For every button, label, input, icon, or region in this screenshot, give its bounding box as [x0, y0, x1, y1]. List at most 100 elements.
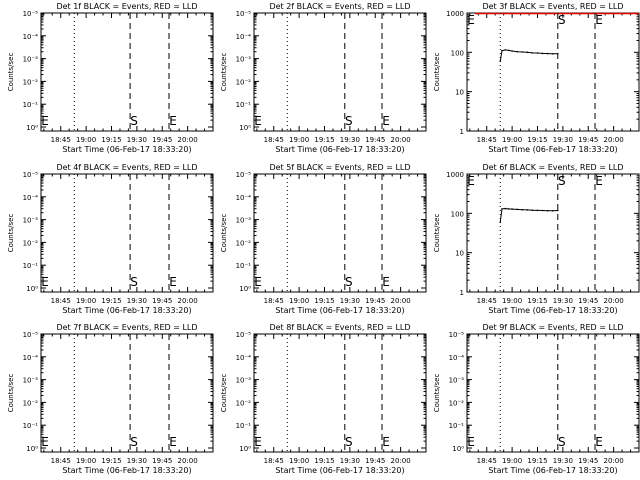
- plot-frame: [253, 12, 427, 132]
- x-tick-label: 19:30: [340, 297, 360, 305]
- y-tick-label: 10⁻¹: [236, 262, 252, 270]
- x-tick-label: 19:30: [553, 136, 573, 144]
- y-tick-label: 10⁻⁴: [236, 194, 252, 202]
- marker-label-e: E: [382, 435, 390, 449]
- x-tick-label: 18:45: [51, 457, 71, 465]
- y-axis-label: Counts/sec: [433, 374, 441, 413]
- chart-title: Det 6f BLACK = Events, RED = LLD: [482, 163, 623, 172]
- x-axis-label: Start Time (06-Feb-17 18:33:20): [488, 306, 617, 315]
- plot-frame: [466, 173, 640, 293]
- event-data-point: [504, 49, 507, 51]
- y-tick-label: 10⁻³: [236, 377, 252, 385]
- marker-label-e: E: [595, 13, 603, 27]
- y-tick-label: 10⁻¹: [23, 101, 39, 109]
- x-tick-label: 19:30: [340, 457, 360, 465]
- marker-label-s: S: [558, 13, 566, 27]
- x-tick-label: 19:30: [340, 136, 360, 144]
- x-axis-label: Start Time (06-Feb-17 18:33:20): [275, 145, 404, 154]
- y-tick-label: 10⁰: [26, 445, 38, 453]
- y-tick-label: 10⁻²: [236, 399, 252, 407]
- x-tick-label: 19:45: [578, 297, 598, 305]
- x-tick-label: 18:45: [51, 297, 71, 305]
- y-tick-label: 10⁻²: [23, 399, 39, 407]
- event-data-point: [541, 209, 544, 212]
- edge-marker-label: E: [41, 435, 49, 449]
- y-axis-label: Counts/sec: [433, 214, 441, 253]
- event-data-point: [507, 208, 510, 210]
- plot-frame: [40, 333, 214, 453]
- marker-label-e: E: [382, 275, 390, 289]
- y-tick-label: 10⁻⁴: [23, 194, 39, 202]
- x-tick-label: 19:15: [314, 457, 334, 465]
- x-tick-label: 18:45: [477, 457, 497, 465]
- chart-title: Det 8f BLACK = Events, RED = LLD: [269, 323, 410, 332]
- event-data-point: [511, 208, 513, 210]
- y-tick-label: 10⁻³: [449, 377, 465, 385]
- marker-label-s: S: [130, 275, 138, 289]
- y-tick-label: 1: [460, 128, 464, 136]
- event-data-point: [557, 53, 559, 55]
- x-tick-label: 20:00: [391, 457, 411, 465]
- event-data-point: [541, 52, 544, 55]
- x-axis-label: Start Time (06-Feb-17 18:33:20): [488, 145, 617, 154]
- chart-title: Det 3f BLACK = Events, RED = LLD: [482, 2, 623, 11]
- event-series-line: [499, 49, 558, 62]
- x-tick-label: 19:45: [578, 136, 598, 144]
- edge-marker-label: E: [254, 435, 262, 449]
- x-tick-label: 20:00: [604, 297, 624, 305]
- x-axis-label: Start Time (06-Feb-17 18:33:20): [488, 466, 617, 475]
- x-tick-label: 20:00: [604, 457, 624, 465]
- event-series-line: [499, 208, 558, 223]
- edge-marker-label: E: [467, 435, 475, 449]
- plot-frame: [253, 333, 427, 453]
- chart-panel-5: Det 5f BLACK = Events, RED = LLD 10⁰ 10⁻¹ 1…: [220, 163, 427, 315]
- y-tick-label: 10⁰: [26, 285, 38, 293]
- y-tick-label: 10⁰: [452, 445, 464, 453]
- x-tick-label: 20:00: [391, 136, 411, 144]
- y-tick-label: 10⁰: [239, 445, 251, 453]
- y-tick-label: 10⁻⁵: [23, 10, 39, 18]
- y-tick-label: 10⁰: [239, 285, 251, 293]
- event-data-point: [499, 221, 502, 223]
- chart-panel-9: Det 9f BLACK = Events, RED = LLD 10⁰ 10⁻¹ 1…: [433, 323, 640, 475]
- chart-panel-1: Det 1f BLACK = Events, RED = LLD 10⁰ 10⁻¹ 1…: [7, 2, 214, 154]
- x-tick-label: 19:30: [127, 457, 147, 465]
- y-tick-label: 10⁻¹: [449, 422, 465, 430]
- x-tick-label: 20:00: [178, 297, 198, 305]
- edge-marker-label: E: [41, 275, 49, 289]
- chart-title: Det 2f BLACK = Events, RED = LLD: [269, 2, 410, 11]
- chart-panel-2: Det 2f BLACK = Events, RED = LLD 10⁰ 10⁻¹ 1…: [220, 2, 427, 154]
- y-tick-label: 1000: [446, 10, 464, 18]
- y-axis-label: Counts/sec: [220, 374, 228, 413]
- x-tick-label: 18:45: [51, 136, 71, 144]
- x-tick-label: 18:45: [477, 136, 497, 144]
- y-tick-label: 100: [451, 49, 464, 57]
- x-axis-label: Start Time (06-Feb-17 18:33:20): [275, 466, 404, 475]
- event-data-point: [536, 52, 539, 54]
- y-tick-label: 10⁻²: [23, 239, 39, 247]
- event-data-point: [526, 51, 529, 54]
- event-data-point: [504, 207, 507, 210]
- event-data-point: [521, 208, 524, 211]
- x-tick-label: 18:45: [264, 457, 284, 465]
- event-data-point: [516, 50, 518, 53]
- y-tick-label: 10⁻⁴: [23, 354, 39, 362]
- y-tick-label: 10⁻²: [236, 239, 252, 247]
- marker-label-e: E: [169, 114, 177, 128]
- x-tick-label: 19:00: [76, 457, 96, 465]
- x-tick-label: 20:00: [604, 136, 624, 144]
- y-tick-label: 10⁻⁴: [236, 33, 252, 41]
- x-tick-label: 19:00: [502, 457, 522, 465]
- event-data-point: [501, 49, 503, 52]
- event-data-point: [531, 209, 534, 211]
- x-tick-label: 19:15: [527, 297, 547, 305]
- event-data-point: [557, 209, 559, 212]
- y-axis-label: Counts/sec: [7, 374, 15, 413]
- y-tick-label: 10: [455, 250, 464, 258]
- event-data-point: [546, 209, 549, 212]
- y-axis-label: Counts/sec: [7, 214, 15, 253]
- y-tick-label: 10⁻¹: [23, 262, 39, 270]
- chart-title: Det 1f BLACK = Events, RED = LLD: [56, 2, 197, 11]
- plot-frame: [40, 12, 214, 132]
